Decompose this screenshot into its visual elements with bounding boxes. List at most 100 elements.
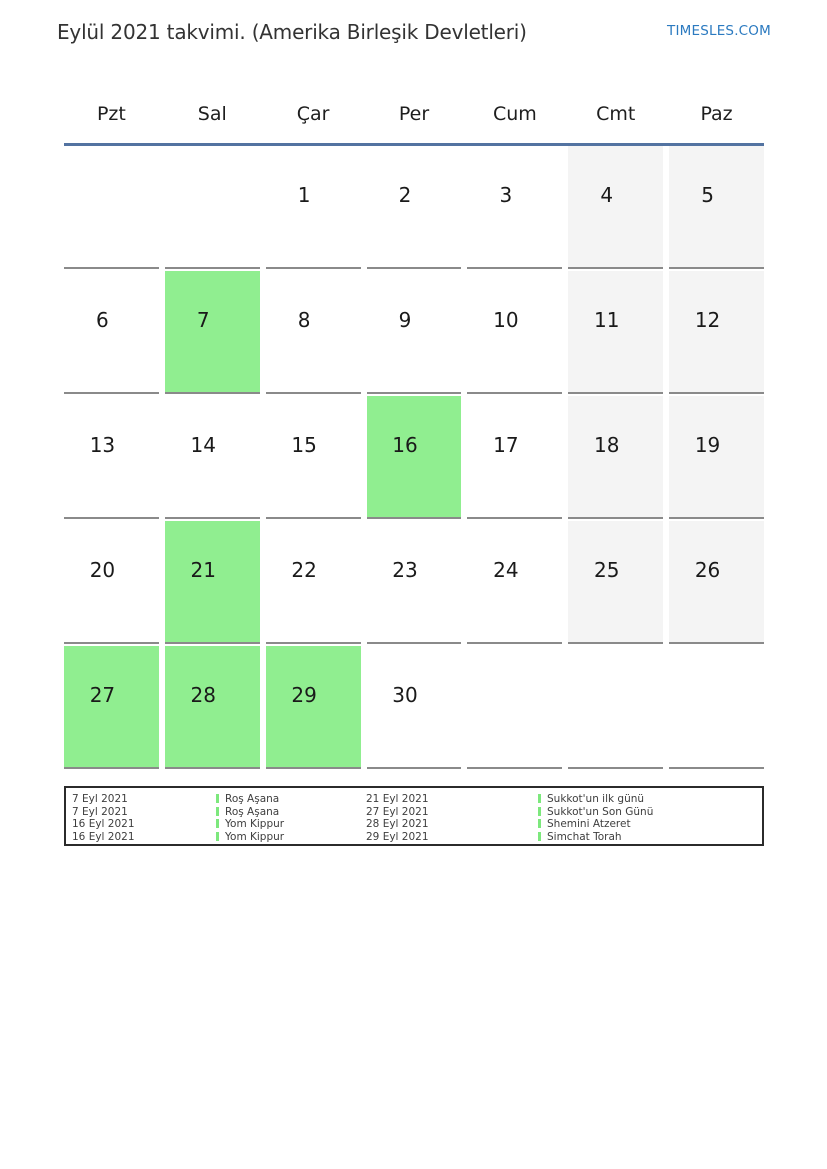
- weekday-label-pzt: Pzt: [96, 102, 126, 125]
- legend-event: Roş Aşana: [216, 806, 366, 819]
- day-cell: 3: [467, 146, 563, 269]
- day-number: 6: [96, 308, 109, 332]
- legend-event: Simchat Torah: [538, 831, 762, 844]
- titlebar: Eylül 2021 takvimi. (Amerika Birleşik De…: [57, 20, 771, 44]
- day-number: 3: [499, 183, 513, 207]
- day-cell: 9: [366, 271, 462, 394]
- day-cell: 23: [366, 521, 462, 644]
- day-cell: 1: [265, 146, 361, 269]
- legend-color-bar: [538, 819, 541, 829]
- day-cell-empty: [467, 646, 563, 769]
- day-cell: 27: [64, 646, 159, 769]
- day-cell: 25: [568, 521, 664, 644]
- day-number: 1: [297, 183, 311, 207]
- day-number: 15: [291, 433, 317, 457]
- week-row: 6 7 8 9 10 11 12: [64, 271, 764, 394]
- day-cell-empty: [164, 146, 260, 269]
- day-cell: 30: [366, 646, 462, 769]
- day-number: 5: [701, 183, 714, 207]
- legend-date: 16 Eyl 2021: [72, 830, 135, 843]
- day-cell: 24: [467, 521, 563, 644]
- day-number: 22: [291, 558, 317, 582]
- legend-date: 7 Eyl 2021: [72, 805, 128, 818]
- legend-date: 21 Eyl 2021: [366, 793, 429, 805]
- weekday-label-çar: Çar: [296, 102, 330, 125]
- day-cell-empty: [64, 146, 159, 269]
- day-cell: 11: [568, 271, 664, 394]
- day-number: 9: [398, 308, 412, 332]
- day-cell: 7: [164, 271, 260, 394]
- day-cell: 12: [669, 271, 764, 394]
- day-cell: 5: [669, 146, 764, 269]
- legend-event: Sukkot'un ilk günü: [538, 793, 762, 806]
- day-cell-empty: [568, 646, 664, 769]
- legend-color-bar: [216, 819, 219, 829]
- weekday-label-paz: Paz: [700, 102, 733, 125]
- day-cell: 17: [467, 396, 563, 519]
- legend-date: 16 Eyl 2021: [72, 818, 135, 831]
- day-number: 21: [190, 558, 216, 582]
- day-cell: 2: [366, 146, 462, 269]
- day-cell: 28: [164, 646, 260, 769]
- legend-event: Sukkot'un Son Günü: [538, 806, 762, 819]
- legend-color-bar: [538, 806, 541, 816]
- day-number: 13: [89, 433, 116, 457]
- day-cell: 19: [669, 396, 764, 519]
- legend-color-bar: [216, 806, 219, 816]
- day-cell: 18: [568, 396, 664, 519]
- day-cell: 6: [64, 271, 159, 394]
- week-row: 1 2 3 4 5: [64, 146, 764, 269]
- week-row: 27 28 29 30: [64, 646, 764, 769]
- legend-event: Roş Aşana: [216, 793, 366, 806]
- legend-row: 16 Eyl 2021 Yom Kippur 28 Eyl 2021 Shemini …: [72, 818, 762, 831]
- legend-color-bar: [216, 831, 219, 841]
- day-number: 18: [593, 433, 620, 457]
- legend-date: 27 Eyl 2021: [366, 805, 429, 818]
- legend-event: Shemini Atzeret: [538, 818, 762, 831]
- day-number: 25: [593, 558, 620, 582]
- day-cell: 16: [366, 396, 462, 519]
- day-number: 8: [297, 308, 311, 332]
- day-cell: 15: [265, 396, 361, 519]
- day-number: 7: [196, 308, 210, 332]
- day-number: 4: [600, 183, 614, 207]
- day-number: 24: [493, 558, 519, 582]
- weekday-label-sal: Sal: [197, 102, 227, 125]
- day-number: 20: [89, 558, 116, 582]
- page-title: Eylül 2021 takvimi. (Amerika Birleşik De…: [57, 20, 527, 44]
- legend-date: 28 Eyl 2021: [366, 818, 429, 831]
- day-number: 26: [694, 558, 721, 582]
- day-cell: 22: [265, 521, 361, 644]
- weekday-header-row: Pzt Sal Çar Per Cum Cmt Paz: [64, 84, 764, 143]
- day-cell: 14: [164, 396, 260, 519]
- day-number: 11: [593, 308, 620, 332]
- day-cell: 29: [265, 646, 361, 769]
- day-cell: 4: [568, 146, 664, 269]
- brand-link[interactable]: TIMESLES.COM: [667, 23, 771, 39]
- day-number: 10: [493, 308, 519, 332]
- weekday-label-cum: Cum: [492, 102, 537, 125]
- calendar-grid: 1 2 3 4 5 6 7 8 9 10 11 12 13 14 15 16 17 18 19 20 21 22 23 24 2…: [64, 146, 764, 769]
- day-number: 16: [392, 433, 418, 457]
- day-number: 19: [694, 433, 721, 457]
- weekday-label-per: Per: [398, 102, 430, 125]
- weekday-label-cmt: Cmt: [596, 102, 636, 125]
- day-number: 17: [493, 433, 519, 457]
- day-cell: 20: [64, 521, 159, 644]
- legend-date: 7 Eyl 2021: [72, 793, 128, 805]
- legend-row: 7 Eyl 2021 Roş Aşana 27 Eyl 2021 Sukkot'un …: [72, 806, 762, 819]
- legend-event: Yom Kippur: [216, 818, 366, 831]
- day-number: 29: [291, 683, 317, 707]
- day-cell: 26: [669, 521, 764, 644]
- week-row: 20 21 22 23 24 25 26: [64, 521, 764, 644]
- day-cell: 21: [164, 521, 260, 644]
- day-number: 12: [694, 308, 721, 332]
- day-cell: 8: [265, 271, 361, 394]
- day-number: 28: [190, 683, 216, 707]
- day-cell: 13: [64, 396, 159, 519]
- legend-color-bar: [538, 794, 541, 803]
- legend-color-bar: [216, 794, 219, 803]
- legend-box: 7 Eyl 2021 Roş Aşana 21 Eyl 2021 Sukkot'un …: [64, 786, 764, 846]
- day-number: 30: [392, 683, 418, 707]
- legend-date: 29 Eyl 2021: [366, 830, 429, 843]
